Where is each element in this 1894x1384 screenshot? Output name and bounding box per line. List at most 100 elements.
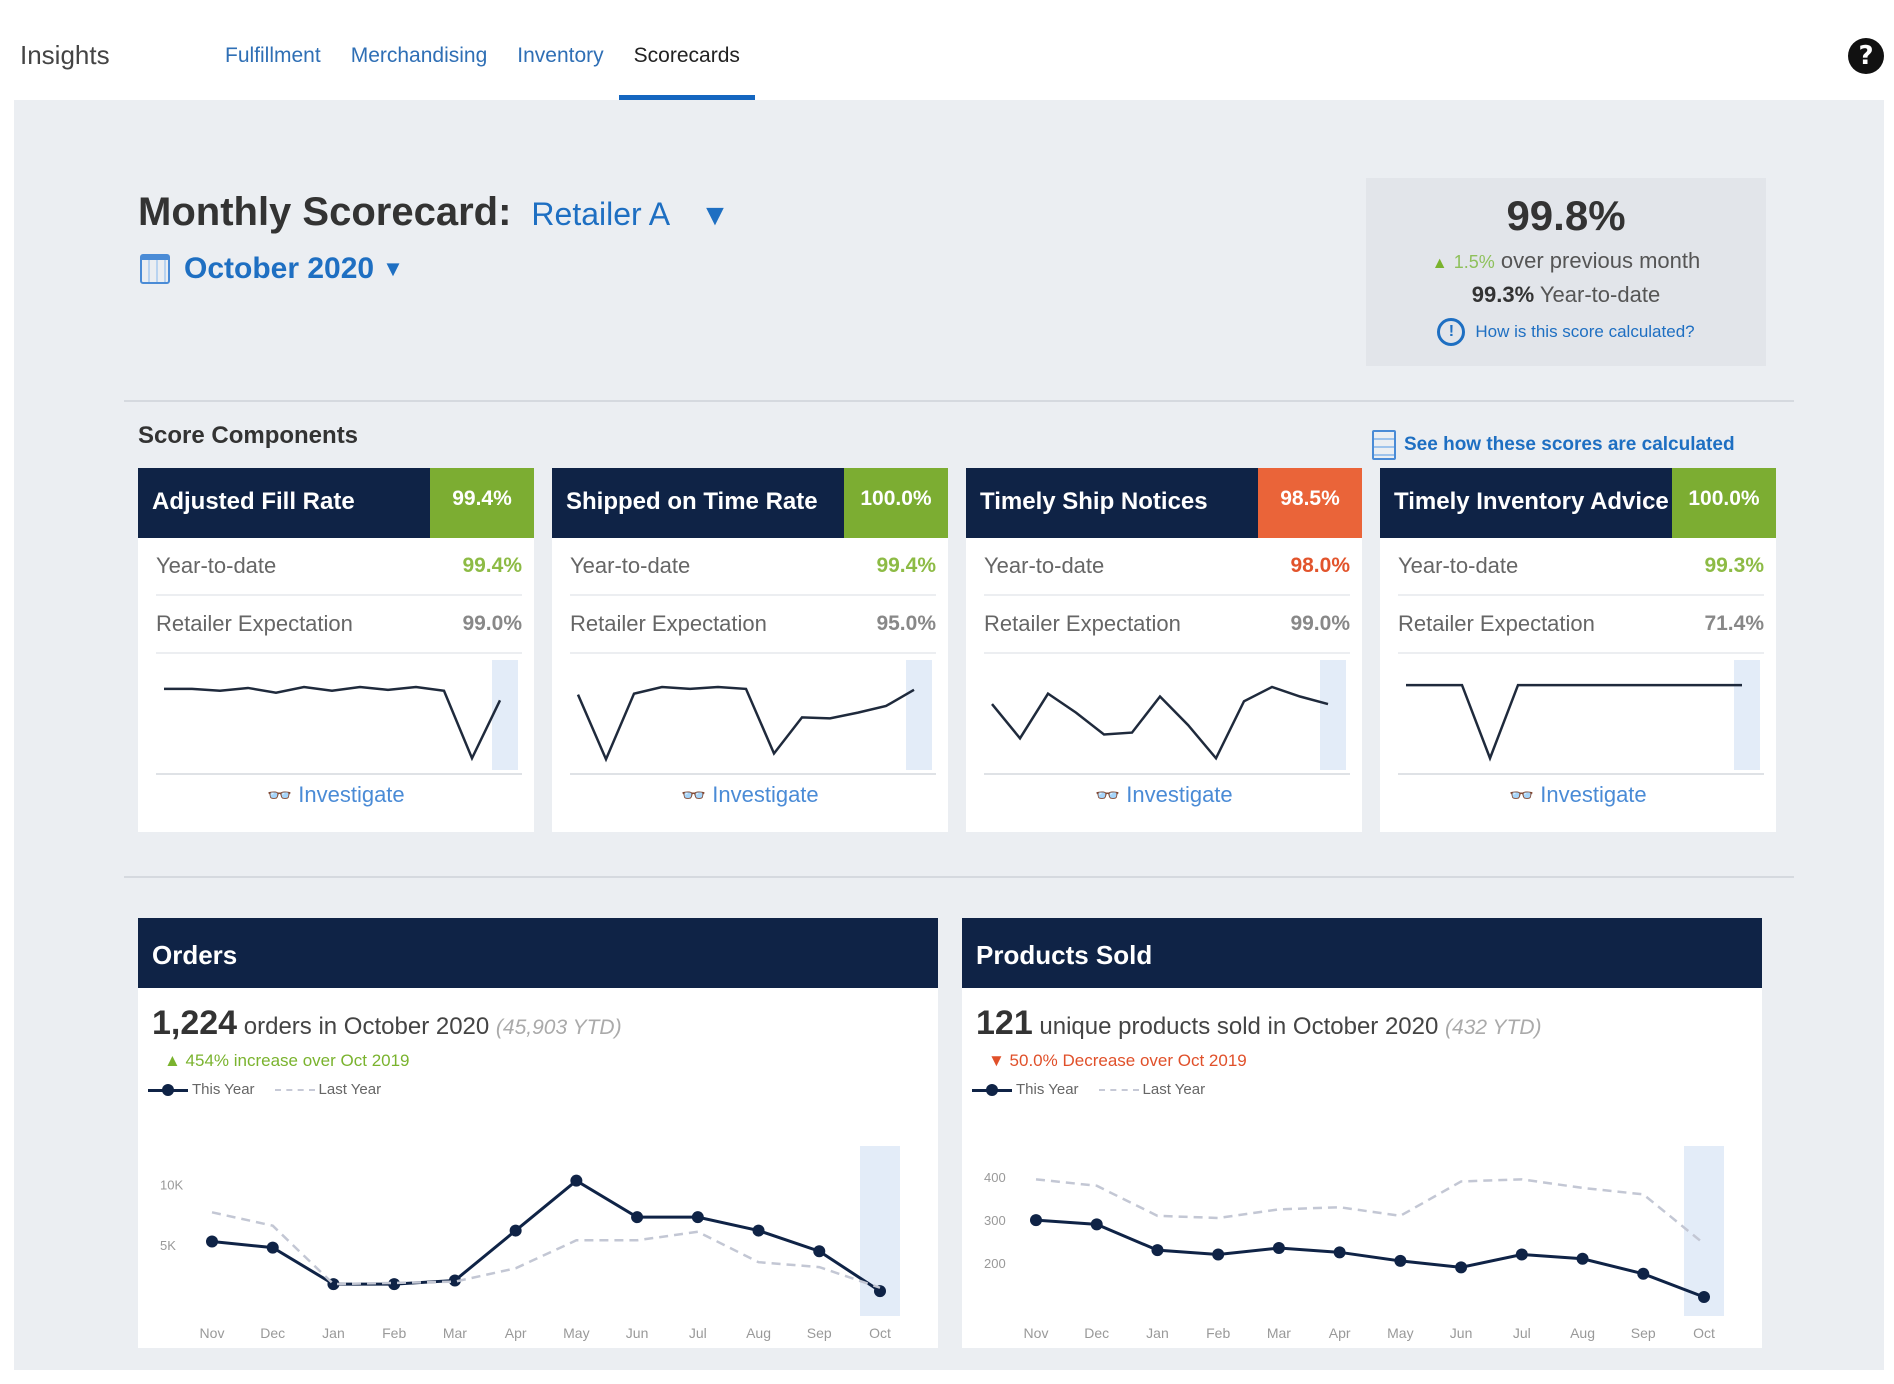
investigate-label: Investigate (1126, 782, 1233, 807)
x-tick-label: Jan (322, 1325, 345, 1341)
ytd-row: Year-to-date 99.3% (1398, 538, 1764, 596)
ytd-value: 99.4% (462, 554, 522, 577)
x-tick-label: Aug (746, 1325, 771, 1341)
x-tick-label: Oct (869, 1325, 891, 1341)
glasses-icon: 👓 (1095, 785, 1121, 807)
ytd-label: Year-to-date (570, 553, 691, 578)
legend-last-year-label: Last Year (1142, 1081, 1206, 1098)
info-icon: ! (1437, 318, 1466, 346)
divider-top (124, 400, 1794, 402)
score-card-score: 100.0% (844, 468, 948, 538)
data-point (570, 1174, 583, 1187)
ytd-label: Year-to-date (984, 553, 1105, 578)
legend-this-year-swatch (972, 1083, 1012, 1096)
series-line-last-year (1035, 1178, 1705, 1245)
x-tick-label: Mar (443, 1325, 467, 1341)
document-icon (1372, 430, 1396, 460)
data-point (1090, 1218, 1103, 1231)
orders-title: Orders (138, 918, 938, 988)
expectation-value: 95.0% (876, 612, 936, 635)
x-tick-label: Apr (505, 1325, 527, 1341)
ytd-value: 99.3% (1704, 554, 1764, 577)
scorecard-header: Monthly Scorecard: Retailer A ▼ (138, 190, 730, 235)
tab-inventory[interactable]: Inventory (517, 44, 604, 67)
current-month-highlight (1320, 660, 1346, 770)
help-icon[interactable]: ? (1848, 38, 1884, 74)
overall-score: 99.8% (1506, 192, 1626, 239)
data-point (691, 1211, 704, 1224)
score-card-header: Timely Ship Notices 98.5% (966, 468, 1362, 538)
nav-tabs: Fulfillment Merchandising Inventory Scor… (210, 22, 756, 100)
data-point (509, 1224, 522, 1237)
investigate-label: Investigate (298, 782, 405, 807)
expectation-value: 99.0% (1290, 612, 1350, 635)
data-point (1637, 1267, 1650, 1280)
tab-fulfillment[interactable]: Fulfillment (225, 44, 321, 67)
investigate-label: Investigate (1540, 782, 1647, 807)
products-title: Products Sold (962, 918, 1762, 988)
sparkline-series (1406, 683, 1742, 762)
x-tick-label: Dec (1084, 1325, 1109, 1341)
score-card-ship-notices: Timely Ship Notices 98.5% Year-to-date 9… (966, 468, 1362, 832)
data-point (1212, 1248, 1225, 1261)
retailer-dropdown-caret-icon[interactable]: ▼ (700, 199, 730, 232)
current-month-highlight (906, 660, 932, 770)
x-tick-label: Oct (1693, 1325, 1715, 1341)
legend-last-year-label: Last Year (318, 1081, 382, 1098)
investigate-link[interactable]: 👓 Investigate (138, 782, 534, 808)
expectation-value: 71.4% (1704, 612, 1764, 635)
x-tick-label: Jun (626, 1325, 649, 1341)
retailer-selector[interactable]: Retailer A (531, 196, 671, 232)
orders-chart: 5K 10K Nov Dec Jan Feb Mar Apr May Jun Jul Aug Sep Oc… (160, 1146, 900, 1341)
data-point (1272, 1242, 1285, 1255)
score-card-inventory-advice: Timely Inventory Advice 100.0% Year-to-d… (1380, 468, 1776, 832)
x-tick-label: Jul (1513, 1325, 1531, 1341)
x-tick-label: Aug (1570, 1325, 1595, 1341)
expectation-label: Retailer Expectation (156, 611, 353, 636)
scores-calculation-link[interactable]: See how these scores are calculated (1372, 430, 1735, 460)
score-card-score: 99.4% (430, 468, 534, 538)
investigate-link[interactable]: 👓 Investigate (966, 782, 1362, 808)
y-tick-label: 200 (984, 1256, 1006, 1271)
score-ytd: 99.3% Year-to-date (1366, 282, 1766, 308)
y-tick-label: 5K (160, 1238, 176, 1253)
sparkline-series (164, 685, 502, 762)
trend-sparkline (1398, 660, 1764, 775)
score-calculation-link-label: How is this score calculated? (1475, 322, 1695, 341)
x-tick-label: Jan (1146, 1325, 1169, 1341)
score-calculation-link[interactable]: ! How is this score calculated? (1366, 318, 1766, 346)
orders-change: ▲ 454% increase over Oct 2019 (164, 1051, 410, 1070)
trend-sparkline (156, 660, 522, 775)
orders-legend: This Year Last Year (138, 1071, 938, 1098)
month-label: October 2020 (184, 252, 375, 285)
products-count: 121 (976, 1004, 1033, 1042)
data-point (752, 1224, 765, 1237)
products-legend: This Year Last Year (962, 1071, 1762, 1098)
tab-scorecards[interactable]: Scorecards (618, 22, 756, 100)
score-change-value: 1.5% (1453, 252, 1495, 272)
data-point (1333, 1246, 1346, 1259)
investigate-link[interactable]: 👓 Investigate (1380, 782, 1776, 808)
score-card-score: 100.0% (1672, 468, 1776, 538)
x-tick-label: Nov (1024, 1325, 1049, 1341)
investigate-link[interactable]: 👓 Investigate (552, 782, 948, 808)
legend-this-year-swatch (148, 1083, 188, 1096)
data-point (1698, 1290, 1710, 1303)
investigate-label: Investigate (712, 782, 819, 807)
orders-stat: 1,224 orders in October 2020 (45,903 YTD… (138, 988, 938, 1043)
x-tick-label: Dec (260, 1325, 285, 1341)
data-point (206, 1235, 218, 1248)
x-tick-label: Jul (689, 1325, 707, 1341)
expectation-row: Retailer Expectation 99.0% (984, 596, 1350, 654)
products-panel: Products Sold 121 unique products sold i… (962, 918, 1762, 1348)
orders-panel: Orders 1,224 orders in October 2020 (45,… (138, 918, 938, 1348)
score-card-header: Shipped on Time Rate 100.0% (552, 468, 948, 538)
expectation-label: Retailer Expectation (1398, 611, 1595, 636)
x-tick-label: Jun (1450, 1325, 1473, 1341)
tab-merchandising[interactable]: Merchandising (350, 44, 488, 67)
data-point (266, 1241, 279, 1254)
month-selector[interactable]: October 2020 ▼ (140, 252, 404, 286)
orders-count: 1,224 (152, 1004, 238, 1042)
score-card-header: Timely Inventory Advice 100.0% (1380, 468, 1776, 538)
products-text: unique products sold in October 2020 (1039, 1013, 1439, 1040)
